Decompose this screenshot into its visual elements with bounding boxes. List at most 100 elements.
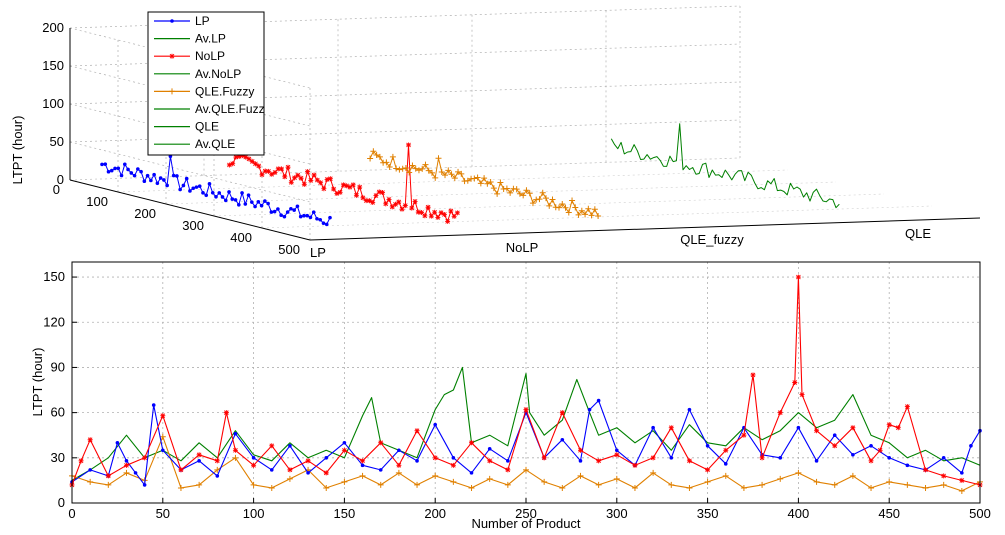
ribbon-point — [376, 153, 383, 160]
data-point — [614, 452, 620, 458]
ribbon-point — [298, 175, 304, 181]
legend-entry: LP — [154, 14, 210, 28]
ribbon-point — [210, 190, 215, 195]
ribbon-point — [285, 164, 291, 170]
ribbon-point — [366, 198, 372, 204]
legend-label: QLE.Fuzzy — [195, 84, 254, 98]
data-point — [341, 447, 347, 453]
data-point — [541, 455, 547, 461]
ribbon-point — [256, 163, 262, 169]
ribbon-point — [370, 199, 376, 205]
ribbon-point — [490, 185, 497, 192]
y-tick-label: 150 — [43, 269, 65, 284]
data-point — [124, 459, 129, 463]
ribbon-point — [422, 213, 428, 219]
data-point — [450, 478, 457, 485]
data-point — [577, 472, 584, 479]
ribbon-point — [435, 214, 441, 220]
ribbon-point — [357, 184, 363, 190]
ribbon-point — [350, 182, 356, 188]
data-point — [487, 446, 492, 451]
data-point — [286, 475, 293, 482]
data-point — [877, 447, 883, 453]
series-qle-fuzzy — [69, 433, 983, 494]
ribbon-point — [406, 169, 413, 176]
ribbon-point — [276, 207, 280, 211]
ribbon-point — [171, 173, 176, 178]
ribbon-qle — [610, 123, 840, 209]
ribbon-point — [500, 185, 507, 192]
z-gridline — [69, 27, 311, 89]
ribbon-lp — [100, 154, 332, 227]
ribbon-point — [455, 168, 462, 175]
x-tick-label: 0 — [68, 506, 75, 521]
x-tick-label: 500 — [969, 506, 991, 521]
ribbon-point — [373, 152, 380, 159]
data-point — [904, 404, 910, 410]
ribbon-point — [448, 208, 454, 214]
ribbon-point — [226, 162, 232, 168]
data-point — [415, 459, 419, 463]
ribbon-point — [340, 182, 346, 188]
z-tick-label: 100 — [42, 96, 64, 111]
ribbon-point — [265, 168, 271, 174]
ribbon-point — [588, 212, 595, 219]
ribbon-point — [451, 213, 457, 219]
z-tick-label: 0 — [57, 172, 64, 187]
ribbon-point — [425, 204, 431, 210]
depth-tick-label: 100 — [86, 194, 108, 209]
x-axis-label: Number of Product — [471, 516, 580, 531]
ribbon-point — [373, 193, 379, 199]
y-tick-labels: 0 30 60 90 120 150 — [43, 269, 65, 510]
y-tick-label: 30 — [51, 450, 65, 465]
ribbon-point — [214, 195, 218, 199]
data-point — [869, 443, 873, 448]
data-point — [251, 456, 256, 460]
ribbon-point — [113, 166, 117, 171]
ribbon-point — [295, 204, 300, 209]
ribbon-point — [458, 170, 465, 177]
ribbon-point — [197, 184, 202, 188]
x-tick-label: 100 — [243, 506, 265, 521]
ribbon-point — [497, 179, 504, 186]
ribbon-point — [536, 196, 543, 203]
x-tick-label: 50 — [156, 506, 170, 521]
data-point — [232, 447, 238, 453]
ribbon-point — [321, 221, 326, 226]
ribbon-point — [402, 203, 408, 209]
ribbon-point — [194, 185, 199, 189]
ribbon-point — [419, 165, 426, 172]
data-point — [451, 456, 456, 460]
data-point — [288, 443, 292, 448]
ribbon-point — [301, 181, 307, 187]
depth-tick-label: 500 — [278, 242, 300, 257]
ribbon-point — [109, 168, 114, 173]
data-point — [505, 467, 511, 473]
ribbon-point — [441, 211, 447, 217]
ribbon-point — [542, 195, 549, 202]
data-point — [268, 484, 275, 491]
ribbon-point — [132, 173, 137, 178]
ribbon-point — [282, 214, 287, 219]
depth-tick-label: 400 — [230, 230, 252, 245]
data-point — [831, 481, 838, 488]
data-point — [814, 428, 820, 434]
data-point — [142, 455, 148, 461]
ribbon-point — [494, 190, 501, 197]
data-point — [613, 475, 620, 482]
ribbon-nolp — [226, 142, 460, 224]
ribbon-point — [464, 177, 471, 184]
ribbon-point — [402, 164, 409, 171]
ribbon-point — [487, 178, 494, 185]
ribbon-point — [165, 183, 169, 188]
ribbon-point — [559, 201, 566, 208]
data-point — [432, 472, 439, 479]
ribbon-point — [445, 218, 451, 224]
ribbon-point — [360, 195, 366, 201]
top-depth-tick-labels: 0 100 200 300 400 500 — [53, 182, 300, 257]
ribbon-point — [246, 193, 251, 197]
ribbon-point — [412, 198, 418, 204]
data-point — [959, 477, 965, 483]
ribbon-point — [223, 198, 228, 203]
ribbon-point — [432, 209, 438, 215]
